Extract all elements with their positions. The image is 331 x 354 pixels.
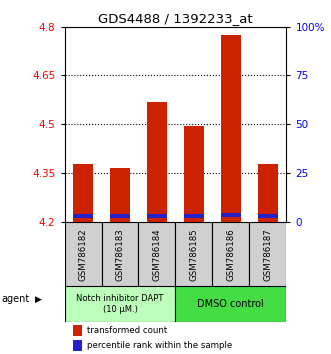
Bar [258, 214, 278, 218]
Text: percentile rank within the sample: percentile rank within the sample [87, 341, 232, 350]
Text: Notch inhibitor DAPT
(10 μM.): Notch inhibitor DAPT (10 μM.) [76, 294, 164, 314]
Bar [110, 169, 130, 222]
Bar [184, 214, 204, 218]
Bar [65, 222, 102, 286]
Bar [221, 213, 241, 217]
Bar [175, 222, 213, 286]
Text: ▶: ▶ [35, 295, 42, 304]
Text: GSM786185: GSM786185 [189, 228, 198, 281]
Text: DMSO control: DMSO control [198, 299, 264, 309]
Bar [65, 286, 175, 322]
Bar [102, 222, 138, 286]
Bar [221, 35, 241, 222]
Text: GSM786182: GSM786182 [78, 228, 87, 281]
Text: GSM786186: GSM786186 [226, 228, 235, 281]
Bar [147, 102, 167, 222]
Bar [249, 222, 286, 286]
Text: agent: agent [2, 294, 30, 304]
Title: GDS4488 / 1392233_at: GDS4488 / 1392233_at [98, 12, 253, 25]
Bar [138, 222, 175, 286]
Bar [258, 164, 278, 222]
Text: transformed count: transformed count [87, 326, 167, 335]
Bar [73, 214, 93, 218]
Bar [184, 126, 204, 222]
Text: GSM786184: GSM786184 [153, 228, 162, 281]
Bar [147, 214, 167, 218]
Bar [73, 340, 82, 351]
Bar [73, 325, 82, 336]
Text: GSM786183: GSM786183 [116, 228, 124, 281]
Bar [213, 222, 249, 286]
Text: GSM786187: GSM786187 [263, 228, 272, 281]
Bar [175, 286, 286, 322]
Bar [110, 214, 130, 218]
Bar [73, 164, 93, 222]
